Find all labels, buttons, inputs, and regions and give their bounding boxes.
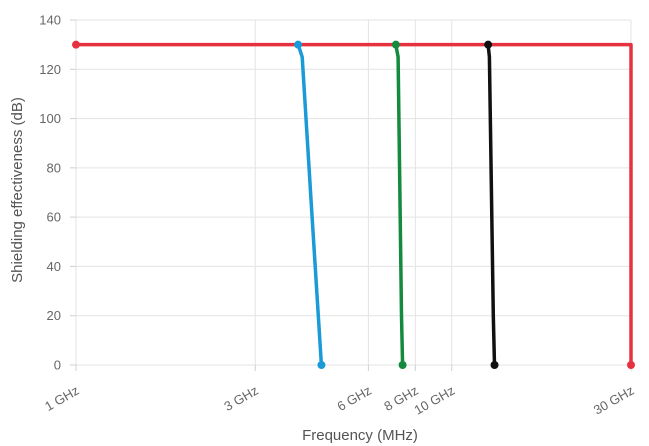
- series-2-end-point: [398, 361, 407, 369]
- y-tick-label: 0: [54, 358, 61, 373]
- series-line-1: [296, 42, 324, 367]
- x-tick-label: 10 GHz: [412, 383, 458, 418]
- y-tick-label: 20: [47, 308, 61, 323]
- series-line-4: [74, 42, 633, 367]
- series-1-end-point: [317, 361, 326, 369]
- series-line-3: [486, 42, 497, 367]
- y-tick-label: 80: [47, 160, 61, 175]
- y-tick-label: 60: [47, 210, 61, 225]
- series-2-start-point: [391, 40, 400, 49]
- series-4-end-point: [627, 361, 635, 369]
- y-tick-label: 40: [47, 259, 61, 274]
- series-3-end-point: [490, 361, 499, 369]
- series-4-start-point: [72, 40, 80, 49]
- series-markers: [72, 40, 635, 369]
- y-tick-label: 120: [39, 62, 61, 77]
- y-tick-label: 140: [39, 13, 61, 28]
- series-line-2: [394, 42, 405, 367]
- y-axis-title: Shielding effectiveness (dB): [9, 97, 26, 283]
- series-lines: [74, 42, 633, 367]
- grid: [75, 19, 632, 366]
- x-tick-label: 6 GHz: [334, 383, 373, 414]
- series-1-start-point: [294, 40, 303, 49]
- x-tick-label: 1 GHz: [42, 383, 81, 414]
- x-tick-label: 30 GHz: [591, 383, 637, 418]
- y-tick-label: 100: [39, 111, 61, 126]
- x-tick-label: 3 GHz: [221, 383, 260, 414]
- x-axis-title: Frequency (MHz): [302, 427, 418, 444]
- series-3-start-point: [484, 40, 493, 49]
